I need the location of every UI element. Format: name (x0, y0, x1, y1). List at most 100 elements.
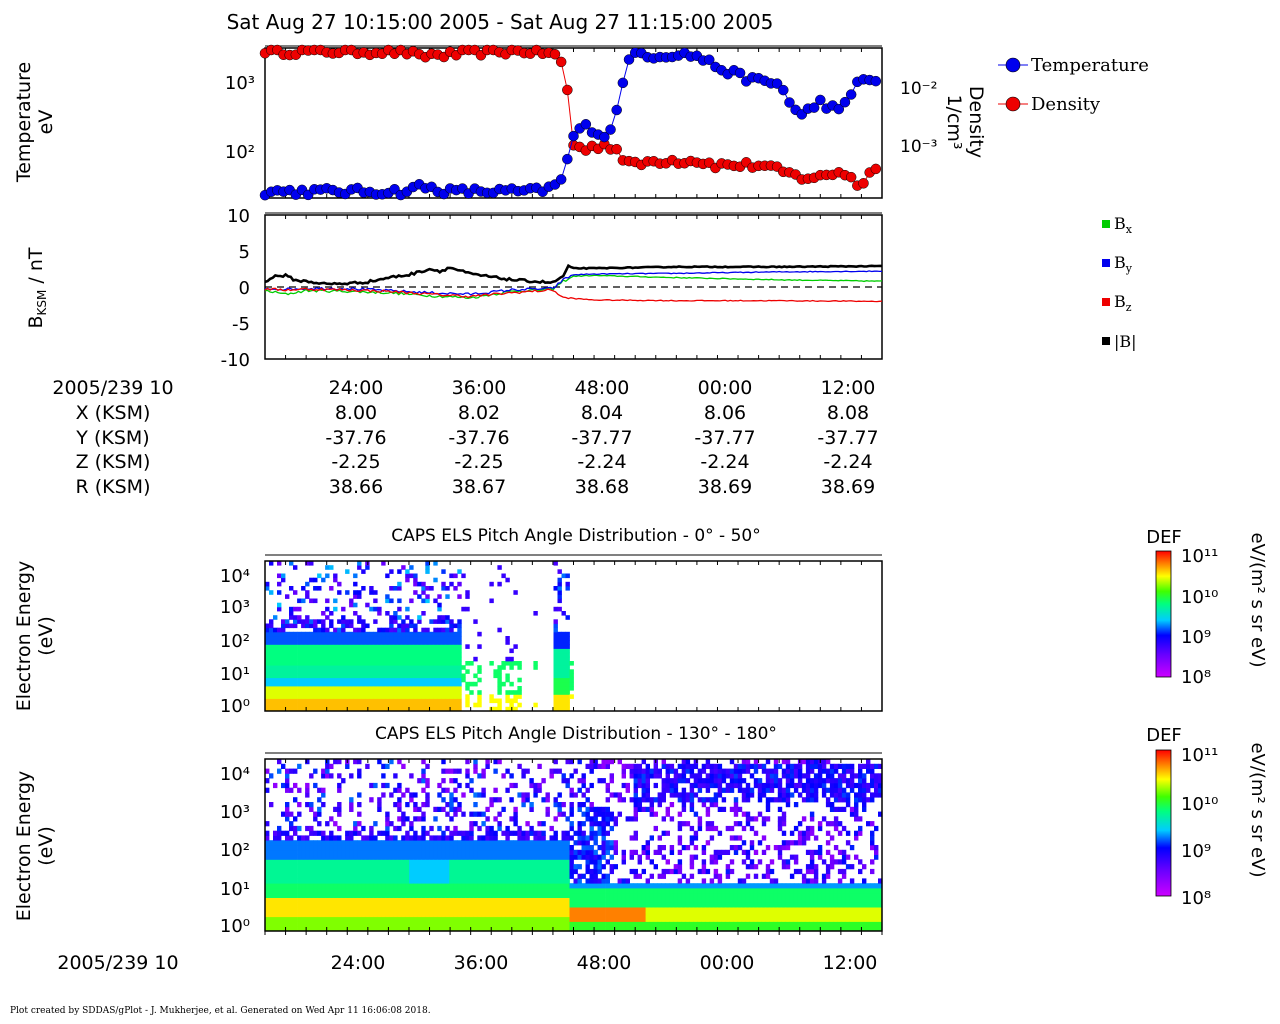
spectrogram-cell (497, 702, 502, 708)
spectrogram-cell (385, 631, 390, 637)
spectrogram-cell (317, 892, 322, 898)
spectrogram-cell (321, 835, 326, 841)
ephem-value: -37.76 (448, 427, 509, 449)
spectrogram-cell (349, 854, 354, 860)
spectrogram-cell (413, 665, 418, 670)
spectrogram-cell (321, 916, 326, 922)
spectrogram-cell (609, 916, 614, 922)
spectrogram-cell (369, 897, 374, 903)
spectrogram-cell (313, 849, 318, 855)
spectrogram-cell (433, 854, 438, 860)
spectrogram-cell (581, 916, 586, 922)
spectrogram-cell (289, 586, 294, 591)
spectrogram-cell (305, 681, 310, 687)
spectrogram-cell (269, 561, 274, 566)
spectrogram-cell (741, 926, 747, 932)
spectrogram-cell (609, 888, 614, 894)
spectrogram-cell (297, 883, 302, 889)
spectrogram-cell (341, 615, 346, 620)
spectrogram-cell (681, 897, 687, 903)
spectrogram-cell (453, 640, 458, 645)
spectrogram-cell (449, 888, 454, 894)
spectrogram-cell (397, 902, 402, 908)
spectrogram-cell (357, 648, 362, 654)
spectrogram-cell (465, 669, 470, 674)
spectrogram-cell (517, 883, 522, 889)
spectrogram-cell (657, 897, 662, 903)
spectrogram-cell (493, 902, 498, 908)
spectrogram-cell (285, 892, 290, 898)
spectrogram-cell (509, 873, 514, 879)
spectrogram-cell (537, 859, 542, 865)
spectrogram-cell (369, 702, 374, 708)
spectrogram-cell (321, 830, 326, 836)
spectrogram-cell (449, 816, 454, 822)
spectrogram-cell (353, 702, 358, 708)
spectrogram-cell (269, 623, 274, 629)
spectrogram-cell (533, 782, 538, 789)
spectrogram-cell (305, 921, 310, 927)
spectrogram-cell (533, 888, 538, 894)
spectrogram-cell (445, 845, 450, 851)
spectrogram-cell (373, 868, 378, 875)
spectrogram-cell (425, 830, 430, 836)
spectrogram-cell (561, 835, 566, 841)
spectrogram-cell (437, 911, 442, 918)
spectrogram-cell (285, 778, 290, 784)
spectrogram-cell (265, 926, 270, 932)
spectrogram-cell (609, 773, 614, 779)
spectrogram-cell (265, 627, 270, 633)
spectrogram-cell (501, 845, 506, 851)
spectrogram-cell (409, 854, 414, 860)
spectrogram-cell (309, 661, 314, 666)
spectrogram-cell (713, 868, 719, 875)
spectrogram-cell (533, 830, 538, 836)
bksm-ylabel: BKSM / nT (25, 247, 49, 328)
spectrogram-cell (325, 661, 330, 666)
spectrogram-cell (749, 773, 755, 779)
spectrogram-cell (437, 619, 442, 624)
spectrogram-cell (513, 878, 518, 884)
spectrogram-cell (409, 907, 414, 913)
spectrogram-cell (393, 897, 398, 903)
spectrogram-cell (621, 878, 626, 884)
spectrogram-cell (717, 792, 723, 798)
spectrogram-cell (413, 911, 418, 918)
spectrogram-cell (569, 926, 574, 932)
spectrogram-cell (737, 902, 743, 908)
spectrogram-cell (501, 873, 506, 879)
spectrogram-cell (397, 698, 402, 704)
spectrogram-cell (781, 816, 787, 822)
spectrogram-cell (597, 926, 602, 932)
spectrogram-cell (389, 586, 394, 591)
spectrogram-cell (645, 792, 650, 798)
spectrogram-cell (349, 652, 354, 658)
spectrogram-cell (793, 926, 799, 932)
spectrogram-cell (777, 907, 783, 913)
spectrogram-cell (337, 883, 342, 889)
spectrogram-cell (509, 892, 514, 898)
spectrogram-cell (393, 888, 398, 894)
spectrogram-cell (769, 778, 775, 784)
spectrogram-cell (781, 897, 787, 903)
spectrogram-cell (413, 926, 418, 932)
spectrogram-cell (561, 648, 566, 654)
spectrogram-cell (273, 883, 278, 889)
spectrogram-cell (313, 698, 318, 704)
spectrogram-cell (317, 690, 322, 695)
spectrogram-cell (461, 902, 466, 908)
spectrogram-cell (565, 859, 570, 865)
spectrogram-cell (325, 864, 330, 870)
spectrogram-cell (773, 763, 779, 769)
spectrogram-cell (665, 806, 670, 812)
spectrogram-cell (341, 681, 346, 687)
spectrogram-cell (317, 619, 322, 624)
spectrogram-cell (745, 911, 751, 918)
spectrogram-cell (537, 830, 542, 836)
spectrogram-cell (645, 849, 650, 855)
spectrogram-cell (677, 797, 683, 803)
spectrogram-cell (365, 888, 370, 894)
spectrogram-cell (785, 926, 791, 932)
spectrogram-cell (341, 854, 346, 860)
spectrogram-cell (421, 661, 426, 666)
